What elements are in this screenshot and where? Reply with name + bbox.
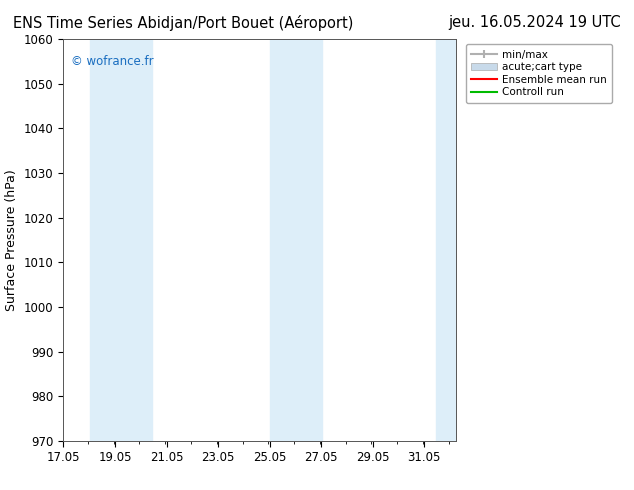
Bar bbox=[269, 39, 323, 441]
Bar bbox=[90, 39, 152, 441]
Y-axis label: Surface Pressure (hPa): Surface Pressure (hPa) bbox=[5, 169, 18, 311]
Bar bbox=[436, 39, 456, 441]
Text: © wofrance.fr: © wofrance.fr bbox=[71, 55, 154, 68]
Text: ENS Time Series Abidjan/Port Bouet (Aéroport): ENS Time Series Abidjan/Port Bouet (Aéro… bbox=[13, 15, 353, 31]
Legend: min/max, acute;cart type, Ensemble mean run, Controll run: min/max, acute;cart type, Ensemble mean … bbox=[465, 45, 612, 102]
Text: jeu. 16.05.2024 19 UTC: jeu. 16.05.2024 19 UTC bbox=[449, 15, 621, 30]
